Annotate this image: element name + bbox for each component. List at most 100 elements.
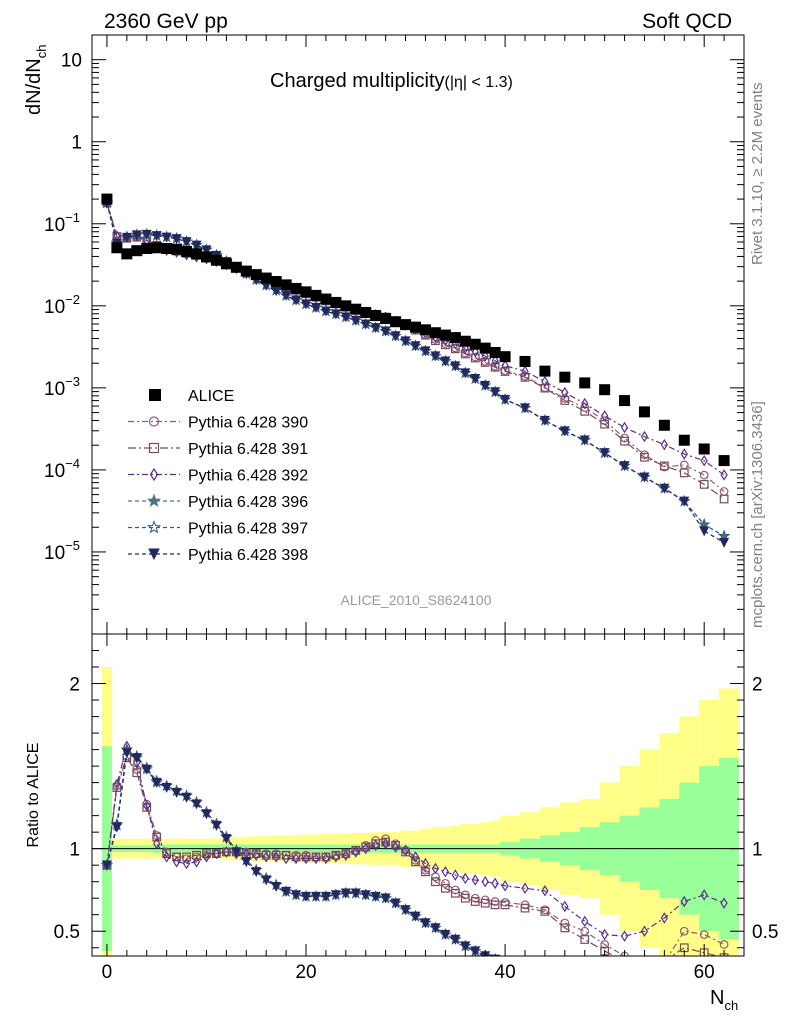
x-tick-label: 20 xyxy=(295,962,316,983)
ratio-point xyxy=(143,799,151,812)
ratio-point xyxy=(141,764,152,775)
series-point xyxy=(310,302,321,313)
main-y-tick-label: 10 xyxy=(61,51,82,72)
ratio-point xyxy=(699,930,709,939)
ratio-point xyxy=(281,850,291,860)
data-point xyxy=(599,384,611,396)
series-point xyxy=(540,383,550,393)
data-point xyxy=(519,355,531,367)
y-axis-label: dN/dN xyxy=(23,58,45,115)
series-point xyxy=(471,346,479,358)
legend-item-4: Pythia 6.428 396 xyxy=(128,493,308,511)
ratio-point xyxy=(561,900,569,913)
data-point xyxy=(220,258,232,270)
data-point xyxy=(698,443,710,455)
data-point xyxy=(678,434,690,446)
data-point xyxy=(330,296,342,308)
ratio-point xyxy=(222,846,231,858)
data-point xyxy=(240,265,252,277)
legend-item-3: Pythia 6.428 392 xyxy=(128,468,308,485)
data-point xyxy=(181,245,193,257)
ratio-point xyxy=(560,972,570,981)
ratio-point xyxy=(252,849,260,862)
ratio-point xyxy=(660,981,670,990)
series-point xyxy=(480,380,491,391)
ratio-point xyxy=(410,911,421,922)
data-point xyxy=(469,338,481,350)
legend-marker xyxy=(149,389,161,401)
legend-marker xyxy=(148,442,160,454)
ratio-point xyxy=(202,851,211,863)
ratio-point xyxy=(272,851,280,863)
ratio-point xyxy=(661,959,669,967)
ratio-point xyxy=(262,851,270,863)
ratio-point xyxy=(441,866,450,878)
series-point xyxy=(470,374,481,385)
ratio-point xyxy=(192,850,201,860)
series-point xyxy=(501,360,509,372)
ratio-point xyxy=(161,782,172,793)
ratio-point xyxy=(182,857,191,870)
ratio-point xyxy=(600,982,608,990)
ratio-point xyxy=(132,768,142,778)
legend-marker xyxy=(149,467,159,482)
ratio-point xyxy=(312,852,320,865)
ratio-point xyxy=(431,877,440,887)
ratio-point xyxy=(301,891,312,902)
series-point xyxy=(521,365,529,377)
series-point xyxy=(141,229,152,240)
ratio-point xyxy=(640,983,648,991)
data-point xyxy=(638,406,650,418)
ratio-point xyxy=(151,777,162,788)
series-point xyxy=(301,299,312,310)
ratio-point xyxy=(111,822,122,833)
ratio-point xyxy=(211,820,222,831)
ratio-point xyxy=(491,877,499,890)
ratio-point xyxy=(520,964,530,973)
ratio-point xyxy=(679,979,689,988)
series-point xyxy=(461,342,469,355)
series-pythia-6-428-392 xyxy=(103,197,728,481)
ratio-point xyxy=(421,857,430,870)
legend-item-2: Pythia 6.428 391 xyxy=(128,441,308,458)
series-point xyxy=(659,461,669,471)
ratio-point xyxy=(520,964,530,973)
legend-marker xyxy=(148,416,160,427)
ratio-y-tick-label-right: 2 xyxy=(752,675,763,696)
legend-marker xyxy=(148,548,160,561)
ratio-line xyxy=(106,748,488,956)
data-point xyxy=(260,272,272,284)
ratio-point xyxy=(212,847,221,860)
mcplots-label: mcplots.cern.ch [arXiv:1306.3436] xyxy=(749,401,766,628)
series-point xyxy=(659,483,670,494)
ratio-point xyxy=(302,852,310,865)
series-point xyxy=(639,472,650,483)
series-point xyxy=(640,430,649,443)
ratio-point xyxy=(521,882,529,895)
ratio-point xyxy=(540,967,550,976)
ratio-point xyxy=(501,880,509,892)
series-point xyxy=(430,351,441,362)
legend-item-5: Pythia 6.428 397 xyxy=(128,520,308,538)
series-point xyxy=(680,448,688,460)
legend-label: Pythia 6.428 390 xyxy=(188,415,308,432)
x-axis-label: N xyxy=(710,987,724,1009)
data-point xyxy=(161,242,173,254)
ratio-point xyxy=(480,898,490,908)
ratio-point xyxy=(360,890,371,901)
series-point xyxy=(520,372,530,382)
ratio-point xyxy=(561,973,569,981)
series-point xyxy=(579,435,590,446)
data-point xyxy=(280,279,292,291)
ratio-point xyxy=(330,890,341,901)
ratio-point xyxy=(720,897,728,909)
ratio-point xyxy=(581,977,589,985)
ratio-point xyxy=(541,885,549,897)
legend-label: Pythia 6.428 396 xyxy=(188,494,308,511)
ratio-point xyxy=(152,832,162,842)
ratio-point xyxy=(699,989,709,998)
ratio-point xyxy=(322,852,330,865)
series-point xyxy=(640,452,649,462)
ratio-point xyxy=(661,957,669,965)
series-point xyxy=(330,309,341,320)
